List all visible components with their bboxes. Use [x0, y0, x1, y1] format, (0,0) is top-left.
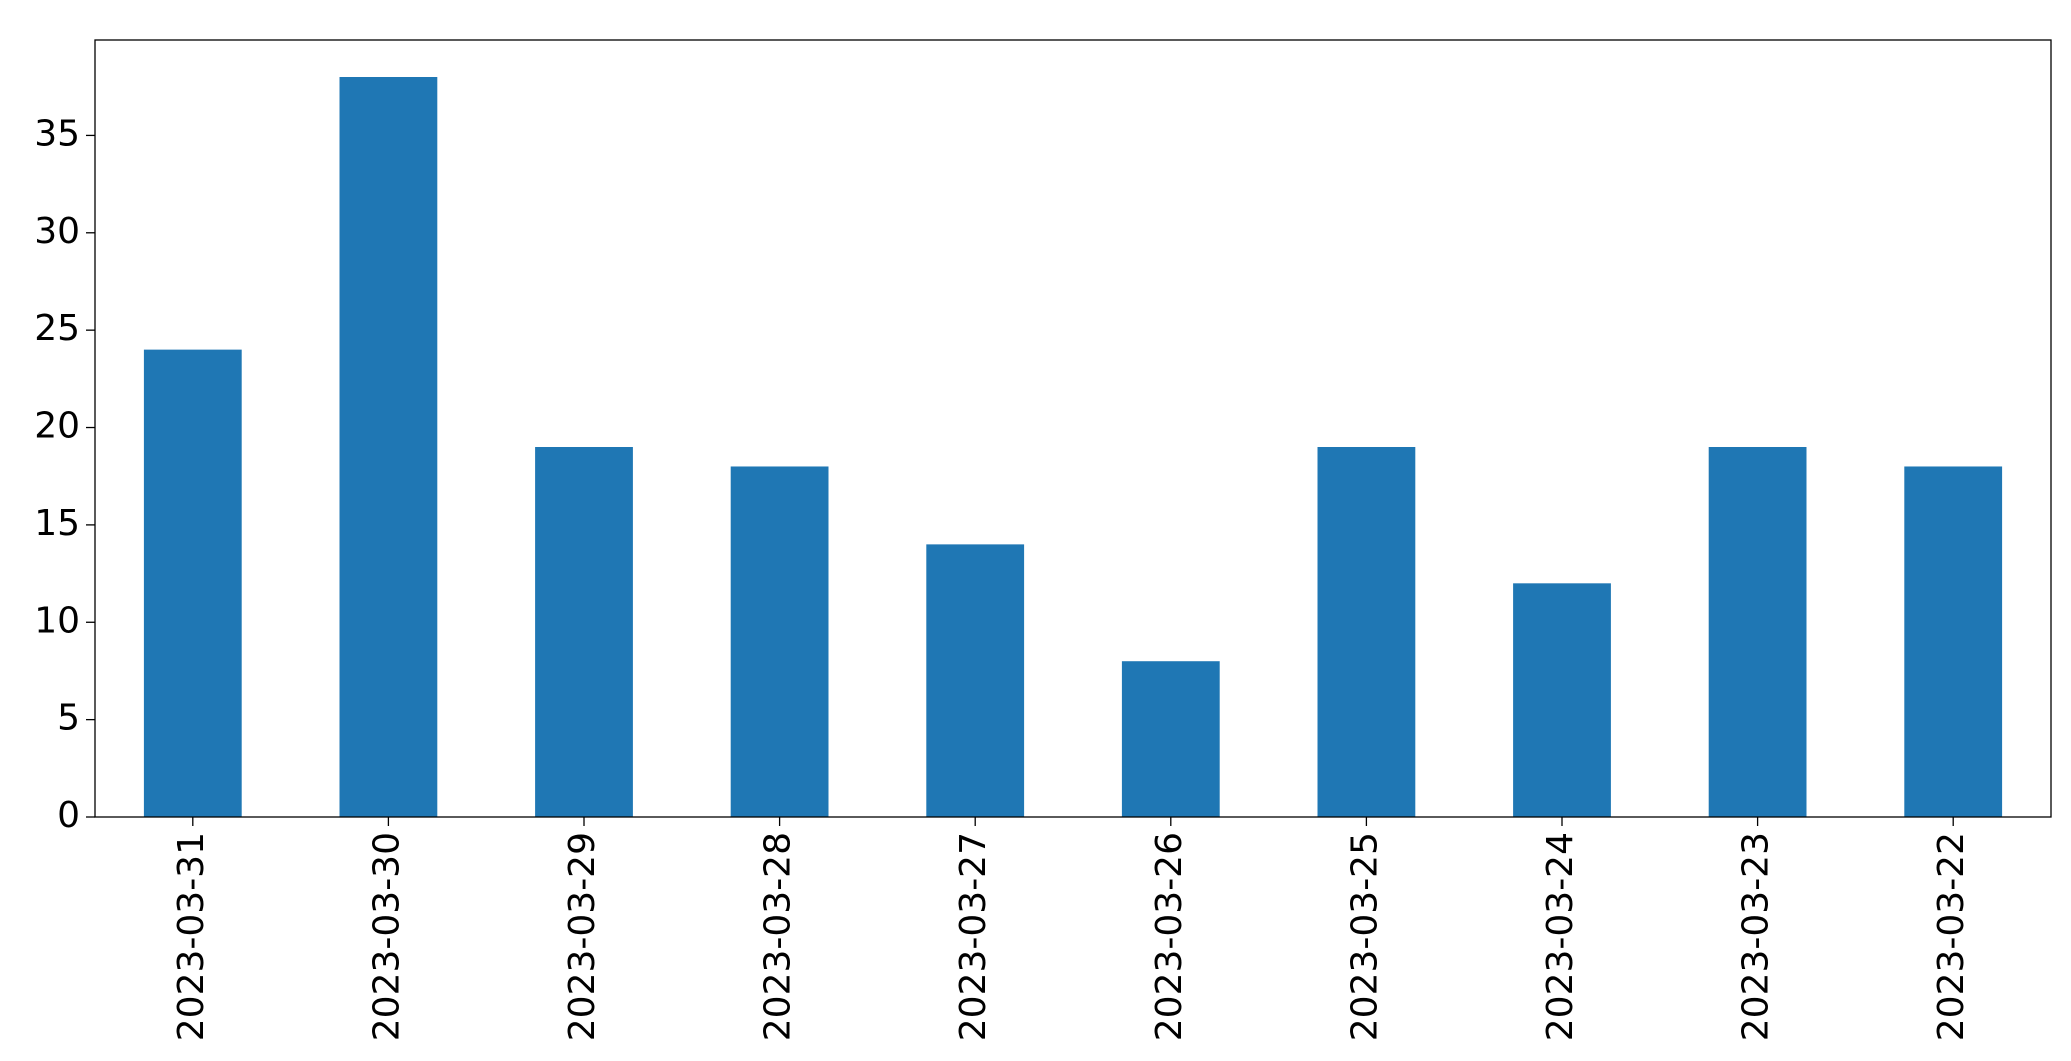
x-tick-label: 2023-03-27: [953, 832, 994, 1041]
x-tick-label: 2023-03-31: [171, 832, 212, 1041]
y-tick-label: 0: [57, 795, 80, 836]
x-tick-label: 2023-03-29: [562, 832, 603, 1041]
x-tick-label: 2023-03-26: [1149, 832, 1190, 1041]
x-tick-label: 2023-03-28: [758, 832, 799, 1041]
bar: [535, 447, 633, 817]
y-tick-label: 10: [34, 600, 80, 641]
y-tick-label: 30: [34, 211, 80, 252]
bar: [1904, 466, 2003, 817]
x-tick-label: 2023-03-24: [1540, 832, 1581, 1041]
x-tick-label: 2023-03-30: [366, 832, 407, 1041]
bar: [730, 466, 829, 817]
bar: [1513, 583, 1611, 817]
plot-frame: [94, 39, 2052, 818]
bar: [143, 349, 242, 817]
bar: [926, 544, 1025, 817]
y-tick-label: 5: [57, 698, 80, 739]
y-tick-label: 20: [34, 406, 80, 447]
bar: [1317, 447, 1416, 817]
x-tick-label: 2023-03-22: [1931, 832, 1972, 1041]
bar: [1121, 661, 1220, 817]
y-tick-label: 15: [34, 503, 80, 544]
bar: [1708, 447, 1807, 817]
y-tick-label: 35: [34, 113, 80, 154]
y-tick-label: 25: [34, 308, 80, 349]
x-tick-label: 2023-03-23: [1736, 832, 1777, 1041]
x-tick-label: 2023-03-25: [1344, 832, 1385, 1041]
bar: [339, 77, 438, 817]
